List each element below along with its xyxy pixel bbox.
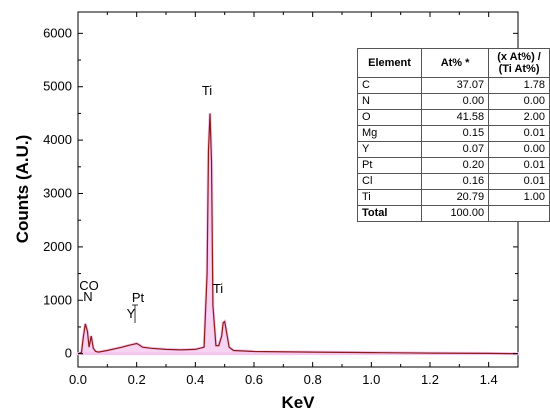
peak-label-ti-secondary: Ti xyxy=(213,281,223,296)
element-cell: O xyxy=(356,109,423,126)
ratio-cell: 0.01 xyxy=(488,157,550,174)
ratio-cell: 1.00 xyxy=(488,189,550,206)
atomic-percent-cell: 37.07 xyxy=(421,77,490,94)
atomic-percent-cell: 0.15 xyxy=(421,125,490,142)
element-cell: Ti xyxy=(356,189,423,206)
ratio-cell: 0.00 xyxy=(488,93,550,110)
x-tick-label: 0.4 xyxy=(186,372,204,387)
table-row: Ti 20.79 1.00 xyxy=(356,189,550,206)
y-tick-label: 0 xyxy=(65,346,72,361)
peak-labels: CON PtY Ti Ti xyxy=(79,83,223,323)
y-tick-label: 1000 xyxy=(43,292,72,307)
element-cell: Pt xyxy=(356,157,423,174)
y-tick-label: 6000 xyxy=(43,25,72,40)
atomic-percent-cell: 100.00 xyxy=(421,205,490,222)
peak-label-y: Y xyxy=(127,306,136,321)
atomic-percent-cell: 0.00 xyxy=(421,93,490,110)
spectrum-line xyxy=(77,113,519,355)
y-tick-label: 5000 xyxy=(43,79,72,94)
header-element: Element xyxy=(356,48,423,78)
header-atomic-percent: At% * xyxy=(421,48,490,78)
ratio-cell: 2.00 xyxy=(488,109,550,126)
element-cell: C xyxy=(356,77,423,94)
peak-label-co: CO xyxy=(79,278,99,293)
table-row: Cl 0.16 0.01 xyxy=(356,173,550,190)
x-axis: 0.0 0.2 0.4 0.6 0.8 1.0 1.2 1.4 xyxy=(69,12,498,387)
y-tick-label: 3000 xyxy=(43,186,72,201)
table-row: Total 100.00 xyxy=(356,205,550,222)
element-cell: Y xyxy=(356,141,423,158)
ratio-cell: 1.78 xyxy=(488,77,550,94)
spectrum-series xyxy=(77,113,519,355)
x-tick-label: 0.8 xyxy=(304,372,322,387)
x-tick-label: 1.2 xyxy=(421,372,439,387)
atomic-percent-cell: 0.16 xyxy=(421,173,490,190)
y-axis-title: Counts (A.U.) xyxy=(13,135,32,244)
x-tick-label: 1.4 xyxy=(480,372,498,387)
table-row: Mg 0.15 0.01 xyxy=(356,125,550,142)
atomic-percent-cell: 20.79 xyxy=(421,189,490,206)
ratio-cell: 0.00 xyxy=(488,141,550,158)
table-header-row: Element At% * (x At%) / (Ti At%) xyxy=(356,48,550,78)
ratio-cell: 0.01 xyxy=(488,125,550,142)
y-tick-label: 2000 xyxy=(43,239,72,254)
y-axis: 0 1000 2000 3000 4000 5000 6000 xyxy=(43,25,518,361)
composition-table: Element At% * (x At%) / (Ti At%) C 37.07 1… xyxy=(356,48,550,222)
ratio-cell: 0.01 xyxy=(488,173,550,190)
element-cell: N xyxy=(356,93,423,110)
table-body: C 37.07 1.78 N 0.00 0.00 O 41.58 2.00 Mg 0.15 0.01 Y… xyxy=(356,77,550,222)
x-axis-title: KeV xyxy=(281,393,315,412)
table-row: Y 0.07 0.00 xyxy=(356,141,550,158)
atomic-percent-cell: 41.58 xyxy=(421,109,490,126)
header-ti-ratio: (x At%) / (Ti At%) xyxy=(488,48,550,78)
peak-label-n: N xyxy=(83,289,92,304)
ratio-cell xyxy=(488,205,550,222)
table-row: C 37.07 1.78 xyxy=(356,77,550,94)
table-row: N 0.00 0.00 xyxy=(356,93,550,110)
x-tick-label: 0.6 xyxy=(245,372,263,387)
peak-label-ti-main: Ti xyxy=(202,83,212,98)
element-cell: Cl xyxy=(356,173,423,190)
x-tick-label: 0.0 xyxy=(69,372,87,387)
y-tick-label: 4000 xyxy=(43,132,72,147)
table-row: O 41.58 2.00 xyxy=(356,109,550,126)
element-cell: Mg xyxy=(356,125,423,142)
table-row: Pt 0.20 0.01 xyxy=(356,157,550,174)
atomic-percent-cell: 0.20 xyxy=(421,157,490,174)
atomic-percent-cell: 0.07 xyxy=(421,141,490,158)
x-tick-label: 1.0 xyxy=(362,372,380,387)
x-tick-label: 0.2 xyxy=(128,372,146,387)
peak-label-pt: Pt xyxy=(132,290,145,305)
element-cell: Total xyxy=(356,205,423,222)
